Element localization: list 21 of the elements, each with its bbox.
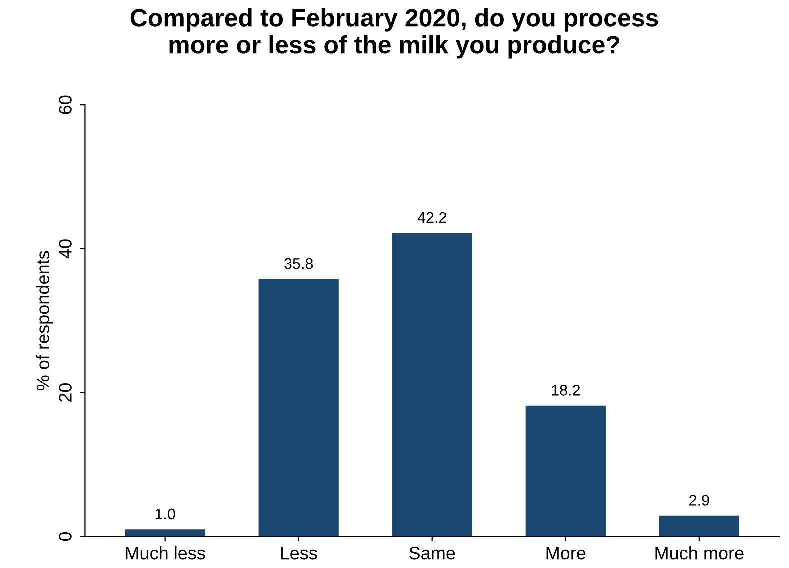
bar: [258, 279, 339, 537]
x-tick-label: Same: [410, 546, 456, 560]
data-label: 1.0: [156, 508, 176, 520]
chart-title: Compared to February 2020, do you process more or less of the milk you produce?: [130, 8, 658, 59]
bar: [392, 233, 472, 537]
bar: [526, 406, 606, 537]
y-tick-label: 60: [59, 96, 72, 114]
y-tick-label: 20: [59, 384, 72, 402]
y-axis-title: % of respondents: [36, 251, 54, 391]
x-tick-label: Much more: [656, 546, 744, 560]
bar: [659, 516, 740, 537]
y-tick-label: 40: [59, 240, 72, 259]
data-label: 42.2: [418, 212, 446, 224]
data-label: 18.2: [552, 385, 580, 396]
x-tick-label: Much less: [126, 546, 206, 560]
bar: [125, 530, 206, 537]
x-tick-label: More: [546, 547, 586, 560]
y-tick-label: 0: [59, 532, 72, 542]
x-tick-label: Less: [281, 547, 318, 560]
data-label: 35.8: [284, 258, 314, 270]
data-label: 2.9: [690, 495, 710, 506]
